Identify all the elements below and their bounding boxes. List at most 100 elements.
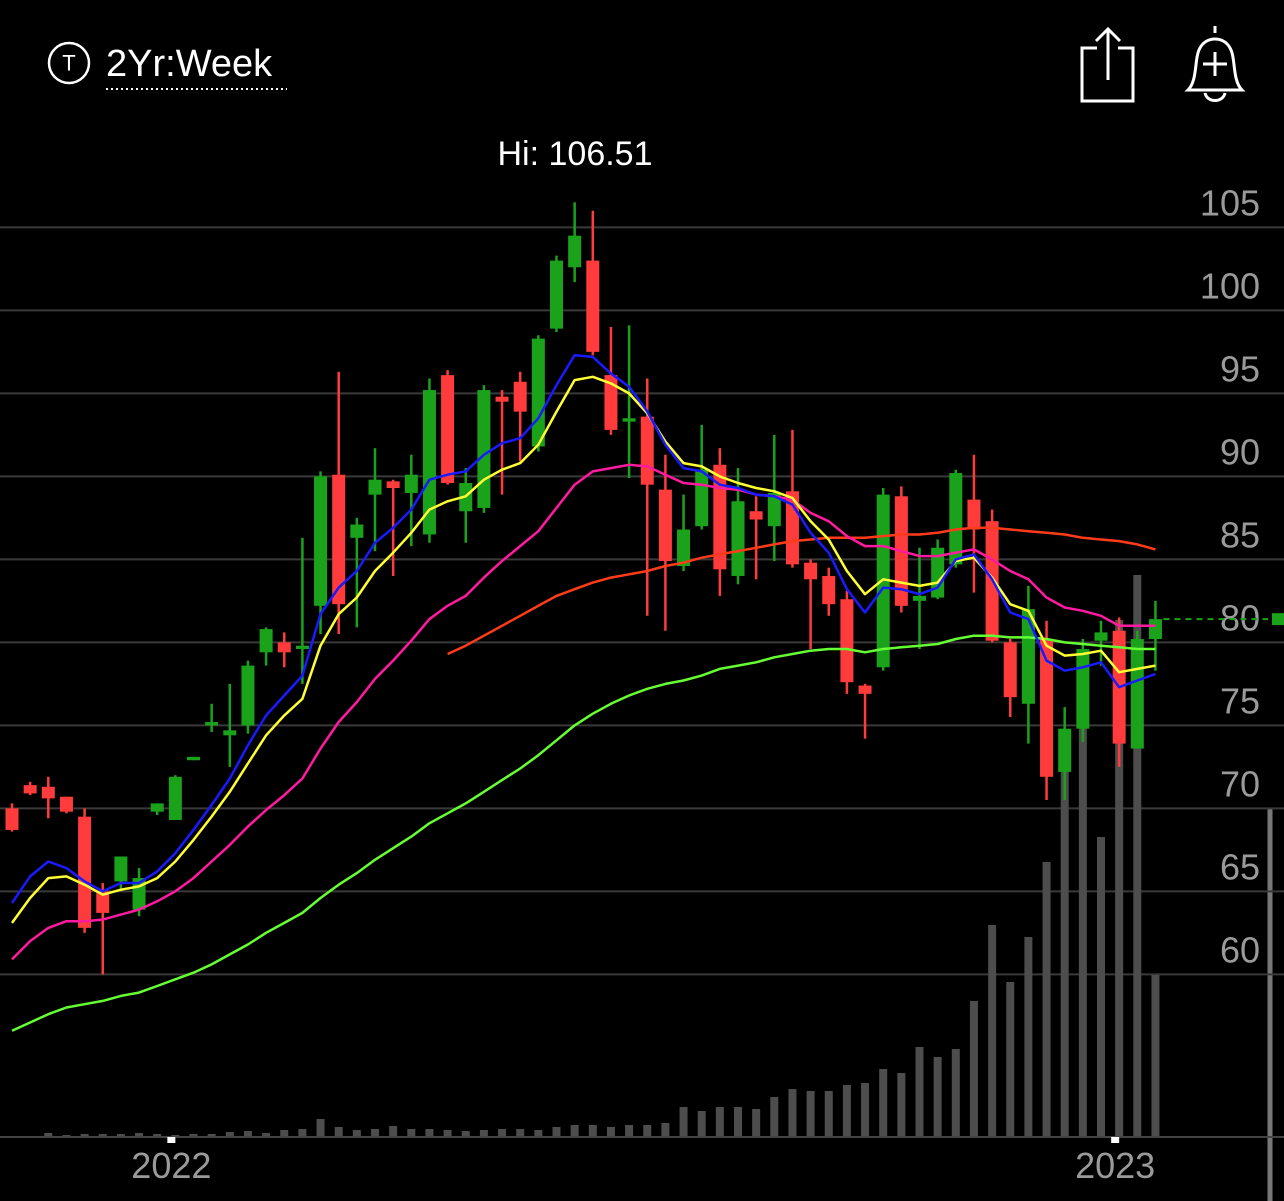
volume-bar bbox=[298, 1129, 307, 1137]
candle-body bbox=[822, 575, 836, 605]
volume-bar bbox=[153, 1134, 162, 1137]
ma-line bbox=[10, 353, 1156, 904]
volume-bar bbox=[1006, 982, 1015, 1137]
candle-body bbox=[314, 476, 328, 606]
candle-body bbox=[695, 469, 709, 527]
candle-body bbox=[1094, 632, 1108, 641]
share-button[interactable] bbox=[1080, 26, 1135, 103]
x-tick bbox=[167, 1137, 176, 1143]
candle-body bbox=[513, 381, 527, 412]
candle-body bbox=[241, 665, 255, 726]
candle-body bbox=[23, 785, 37, 794]
ticker-icon[interactable] bbox=[47, 41, 91, 85]
volume-bar bbox=[661, 1123, 670, 1137]
candle-body bbox=[568, 235, 582, 268]
volume-bar bbox=[262, 1133, 271, 1137]
volume-bar bbox=[443, 1130, 452, 1137]
volume-bar bbox=[788, 1089, 797, 1137]
candle-body bbox=[259, 629, 273, 653]
candle-body bbox=[858, 685, 872, 694]
candle-body bbox=[713, 464, 727, 570]
candle-body bbox=[477, 390, 491, 508]
volume-bar bbox=[116, 1134, 125, 1137]
y-tick-label: 105 bbox=[1200, 182, 1260, 223]
volume-bar bbox=[1151, 975, 1160, 1137]
y-tick-label: 100 bbox=[1200, 265, 1260, 306]
candle-body bbox=[604, 375, 618, 430]
candle-body bbox=[187, 756, 200, 761]
volume-bar bbox=[842, 1085, 851, 1137]
candle-body bbox=[677, 529, 691, 567]
y-tick-label: 95 bbox=[1220, 348, 1260, 389]
y-tick-label: 60 bbox=[1220, 929, 1260, 970]
candle-body bbox=[804, 562, 818, 580]
moving-averages bbox=[10, 353, 1156, 1032]
volume-bar bbox=[425, 1129, 434, 1137]
candle-body bbox=[150, 803, 164, 812]
candle-body bbox=[767, 492, 781, 527]
candle-body bbox=[967, 499, 981, 530]
volume-bar bbox=[1078, 692, 1087, 1137]
alert-button[interactable] bbox=[1184, 26, 1246, 102]
candle-body bbox=[205, 722, 219, 726]
volume-bar bbox=[915, 1047, 924, 1137]
volume-bar bbox=[98, 1134, 107, 1137]
y-tick-label: 90 bbox=[1220, 431, 1260, 472]
volume-bar bbox=[389, 1126, 398, 1137]
volume-bar bbox=[516, 1129, 525, 1137]
candle-body bbox=[949, 473, 963, 565]
candle-body bbox=[1021, 609, 1035, 704]
volume-bar bbox=[625, 1125, 634, 1137]
volume-bar bbox=[371, 1129, 379, 1137]
candle-body bbox=[386, 481, 400, 488]
timeframe-selector[interactable]: 2Yr:Week bbox=[106, 43, 273, 85]
volume-bar bbox=[1133, 575, 1142, 1137]
volume-bar bbox=[715, 1107, 724, 1137]
candle-body bbox=[78, 816, 92, 928]
volume-bar bbox=[207, 1134, 216, 1137]
ticker-icon-letter: T bbox=[62, 51, 75, 76]
candle-body bbox=[913, 595, 926, 601]
y-tick-label: 80 bbox=[1220, 597, 1260, 638]
bell-clapper bbox=[1203, 92, 1227, 102]
candle-body bbox=[1148, 619, 1162, 640]
volume-bar bbox=[135, 1133, 144, 1137]
volume-bar bbox=[933, 1057, 942, 1137]
candle-body bbox=[350, 524, 364, 538]
candle-body bbox=[840, 599, 854, 683]
volume-bar bbox=[461, 1131, 470, 1137]
candle-body bbox=[96, 891, 110, 913]
y-tick-label: 75 bbox=[1220, 680, 1260, 721]
volume-bar bbox=[770, 1097, 779, 1137]
candle-body bbox=[332, 474, 346, 605]
volume-bar bbox=[606, 1127, 615, 1137]
candle-body bbox=[586, 260, 600, 352]
volume-bar bbox=[697, 1111, 706, 1137]
candle-body bbox=[368, 479, 382, 495]
volume-bar bbox=[824, 1091, 833, 1137]
volume-bar bbox=[643, 1125, 652, 1137]
candle-body bbox=[223, 730, 237, 736]
volume-bar bbox=[189, 1134, 198, 1137]
ma-line bbox=[447, 526, 1156, 656]
volume-bar bbox=[352, 1130, 361, 1137]
volume-bar bbox=[498, 1129, 507, 1137]
candle-body bbox=[658, 489, 672, 562]
candle-body bbox=[41, 786, 55, 799]
bell bbox=[1184, 26, 1246, 92]
candle-body bbox=[495, 396, 509, 402]
volume-bar bbox=[552, 1127, 561, 1137]
candle-body bbox=[422, 390, 436, 535]
ma-line bbox=[11, 463, 1156, 961]
candle-body bbox=[114, 856, 128, 882]
volume-bar bbox=[1042, 862, 1051, 1137]
share-box bbox=[1080, 46, 1135, 103]
volume-bar bbox=[897, 1073, 906, 1137]
high-annotation: Hi: 106.51 bbox=[498, 135, 653, 173]
candle-body bbox=[1076, 649, 1090, 729]
volume-bar bbox=[951, 1049, 960, 1137]
volume-bar bbox=[80, 1134, 89, 1137]
volume-bar bbox=[752, 1109, 761, 1137]
grid: 60 65 70 75 80 85 90 95 100 105 bbox=[0, 182, 1284, 976]
